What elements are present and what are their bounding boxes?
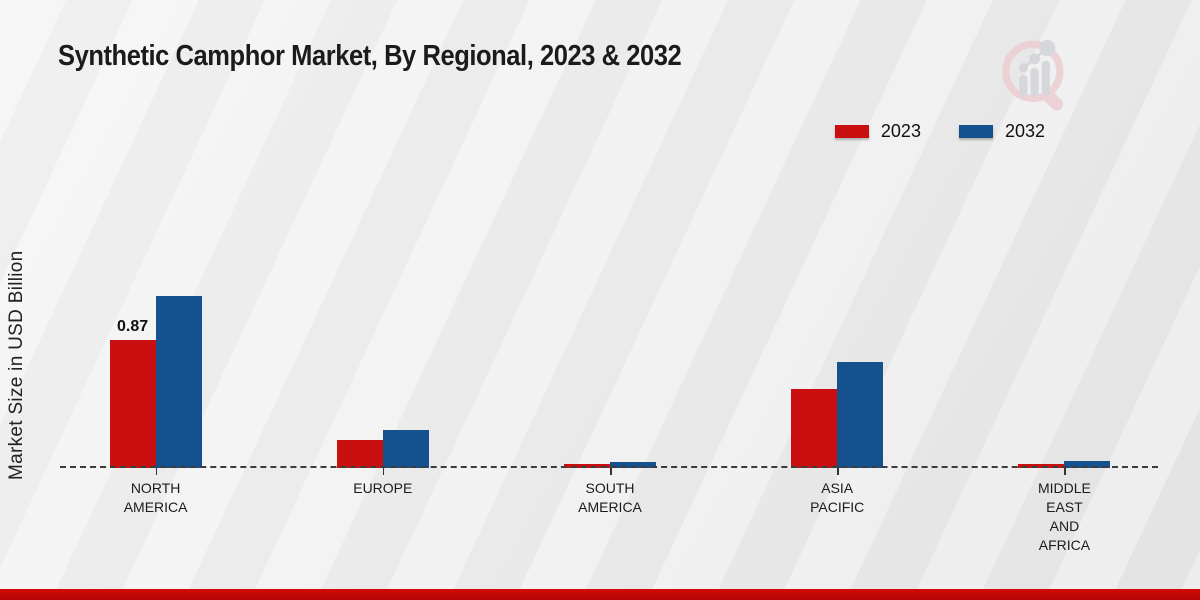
legend-label-2032: 2032 <box>1004 121 1045 141</box>
chart-plot-area: 0.87 NORTH AMERICA EUROPE SOUTH AMERICA ASIA PA… <box>42 150 1178 553</box>
x-axis-baseline <box>60 466 1158 468</box>
bar-2023-europe <box>336 440 383 468</box>
legend-swatch-2032 <box>958 125 993 138</box>
category-label-north-america: NORTH AMERICA <box>123 480 188 515</box>
bar-groups-container: 0.87 NORTH AMERICA EUROPE SOUTH AMERICA ASIA PA… <box>42 150 1178 553</box>
bar-group-south-america: SOUTH AMERICA <box>496 150 723 515</box>
legend-item-2032: 2032 <box>958 121 1045 142</box>
y-axis-title: Market Size in USD Billion <box>6 250 27 480</box>
legend: 2023 2032 <box>834 121 1045 142</box>
market-research-logo-watermark <box>1002 39 1064 111</box>
category-label-europe: EUROPE <box>353 480 413 496</box>
category-label-asia-pacific: ASIA PACIFIC <box>810 480 865 515</box>
bar-2032-asia-pacific <box>837 362 884 468</box>
x-axis-tick <box>1064 468 1066 475</box>
bar-group-asia-pacific: ASIA PACIFIC <box>724 150 951 515</box>
bar-2032-south-america <box>610 462 656 468</box>
bar-2032-north-america <box>155 296 202 468</box>
bar-group-europe: EUROPE <box>269 150 496 496</box>
bar-group-middle-east-and-africa: MIDDLE EAST AND AFRICA <box>951 150 1178 553</box>
bar-group-north-america: 0.87 NORTH AMERICA <box>42 150 269 515</box>
category-label-south-america: SOUTH AMERICA <box>578 480 642 515</box>
legend-label-2023: 2023 <box>880 121 921 141</box>
bar-2032-middle-east-and-africa <box>1064 461 1111 468</box>
legend-item-2023: 2023 <box>834 121 921 142</box>
bar-2023-north-america: 0.87 <box>109 318 156 468</box>
legend-swatch-2023 <box>834 125 869 138</box>
x-axis-tick <box>610 468 612 475</box>
bar-value-label: 0.87 <box>117 318 149 335</box>
bar-2032-europe <box>382 430 429 468</box>
x-axis-tick <box>382 468 385 475</box>
chart-title: Synthetic Camphor Market, By Regional, 2… <box>58 40 682 72</box>
category-label-middle-east-and-africa: MIDDLE EAST AND AFRICA <box>1037 480 1091 553</box>
x-axis-tick <box>155 468 158 475</box>
x-axis-tick <box>837 468 839 475</box>
footer-accent-bar <box>0 589 1200 600</box>
bar-2023-asia-pacific <box>791 389 838 468</box>
